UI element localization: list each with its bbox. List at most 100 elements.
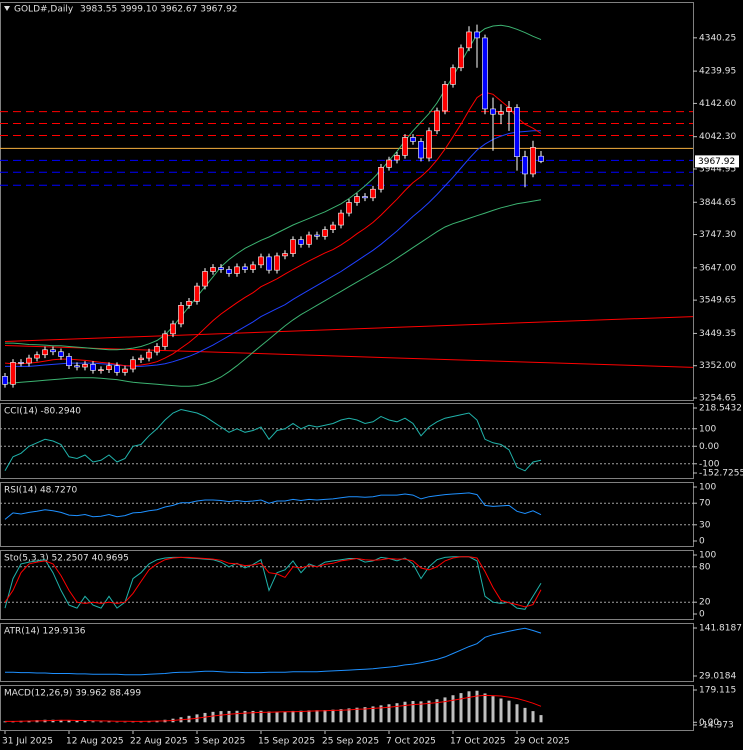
y-tick-label: 30 [699,520,711,530]
candle-body [10,362,16,385]
candle-body [2,376,8,385]
indicator-line [5,24,542,351]
candle-body [218,267,224,270]
y-tick-label: 70 [699,499,711,509]
y-tick-label: 3844.65 [699,198,736,208]
histogram-bar [515,704,519,723]
histogram-bar [539,715,543,723]
y-tick-label: 4142.60 [699,99,736,109]
ohlc-header: 3983.55 3999.10 3962.67 3967.92 [80,5,237,15]
histogram-bar [99,721,103,723]
histogram-bar [91,721,95,723]
indicator-line [4,91,542,367]
y-tick-label: 3944.95 [699,164,736,174]
candle-body [410,137,416,142]
y-tick-label: 100 [699,483,716,493]
histogram-bar [75,720,79,723]
x-tick-label: 12 Aug 2025 [66,737,124,747]
histogram-bar [291,710,295,723]
histogram-bar [203,712,207,723]
histogram-bar [459,693,463,723]
histogram-bar [275,711,279,723]
candle-body [226,269,232,274]
candle-body [234,266,240,274]
y-tick-label: 0 [699,537,705,547]
candle-body [442,84,448,112]
candle-body [266,256,272,271]
pane-frame [0,550,694,620]
x-tick-label: 22 Aug 2025 [130,737,188,747]
histogram-bar [251,710,255,723]
candle-body [426,130,432,159]
histogram-bar [387,704,391,723]
histogram-bar [451,695,455,723]
candle-body [458,47,464,69]
histogram-bar [483,693,487,723]
histogram-bar [419,701,423,723]
y-tick-label: 0.00 [699,718,719,728]
candle-body [482,37,488,110]
menu-triangle [4,6,10,11]
candle-body [378,167,384,190]
y-tick-label: 3747.30 [699,230,736,240]
histogram-bar [339,709,343,723]
y-tick-label: -100 [699,459,720,469]
pane-title: CCI(14) -80.2940 [4,407,81,417]
candle-body [354,196,360,203]
histogram-bar [123,721,127,723]
candle-body [498,111,504,115]
histogram-bar [83,721,87,723]
histogram-bar [323,710,327,723]
candle-body [146,351,152,359]
candle-body [330,224,336,230]
candle-body [42,349,48,356]
y-tick-label: 0.00 [699,442,719,452]
pane-frame [0,482,694,547]
candle-body [450,67,456,85]
histogram-bar [523,707,527,723]
pane-title: RSI(14) 48.7270 [4,486,77,496]
y-tick-label: 3352.00 [699,361,736,371]
histogram-bar [131,721,135,723]
indicator-line [4,408,542,472]
y-tick-label: 3254.65 [699,394,736,404]
histogram-bar [59,719,63,723]
pane-title: ATR(14) 129.9136 [4,627,86,637]
y-tick-label: -14.973 [699,721,734,731]
candle-body [34,354,40,359]
histogram-bar [355,707,359,723]
y-tick-label: 80 [699,562,711,572]
pane-frame [0,685,694,731]
candle-body [18,362,24,364]
histogram-bar [307,710,311,723]
candle-body [530,147,536,175]
candle-body [290,239,296,254]
candle-body [474,31,480,39]
candle-body [202,271,208,287]
histogram-bar [315,710,319,723]
histogram-bar [107,721,111,723]
candle-body [66,356,72,367]
candle-body [210,267,216,272]
y-tick-label: 3549.65 [699,296,736,306]
histogram-bar [51,719,55,723]
pane-frame [0,623,694,682]
y-tick-label: 0 [699,610,705,620]
pane-title: MACD(12,26,9) 39.962 88.499 [4,689,141,699]
y-tick-label: 179.115 [699,686,736,696]
candle-body [402,137,408,156]
histogram-bar [443,697,447,723]
candle-body [346,202,352,214]
candle-body [418,141,424,159]
candle-body [186,301,192,306]
histogram-bar [499,698,503,723]
indicator-line [4,492,542,520]
candle-body [258,256,264,266]
histogram-bar [427,700,431,723]
candle-body [538,155,544,162]
x-tick-label: 29 Oct 2025 [514,737,570,747]
histogram-bar [267,711,271,723]
candle-body [82,364,88,368]
candle-body [130,359,136,370]
